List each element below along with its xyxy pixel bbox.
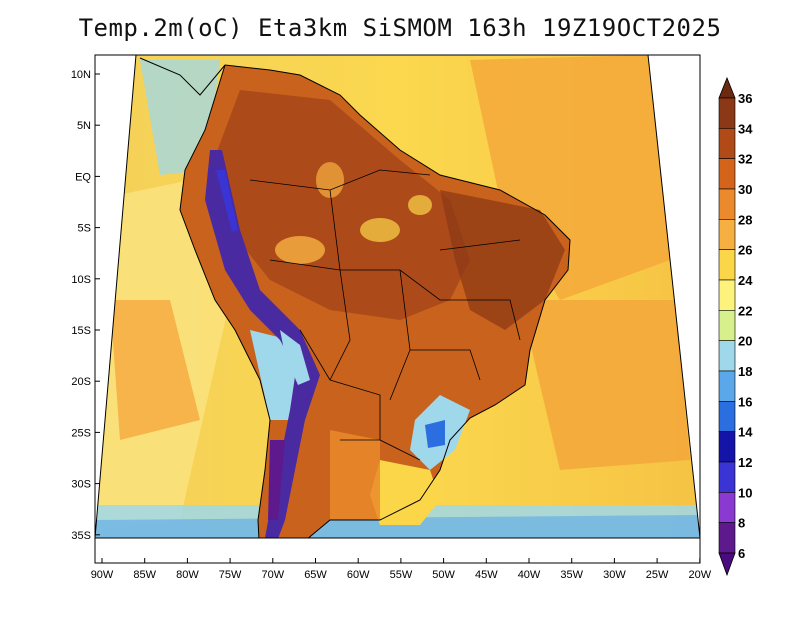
northeast-hot-zone — [440, 190, 565, 330]
colorbar-label: 18 — [738, 364, 752, 379]
colorbar-bottom-triangle — [718, 552, 736, 577]
colorbar-segment — [718, 522, 736, 554]
andes-detail-north — [216, 170, 238, 232]
lat-label: 15S — [71, 325, 91, 337]
colorbar-segment — [718, 492, 736, 523]
rio-grande-sul-warm — [370, 460, 440, 525]
country-borders — [249, 169, 521, 461]
lon-label: 20W — [688, 569, 711, 581]
colorbar-segment — [718, 219, 736, 250]
amazon-patch-4 — [408, 195, 432, 215]
coastline-west — [179, 64, 271, 538]
colorbar-label: 34 — [738, 121, 753, 136]
southern-brazil-cold-core — [425, 420, 445, 448]
argentina-warm — [330, 430, 380, 520]
colorbar-segment — [718, 370, 736, 402]
colorbar-label: 10 — [738, 485, 752, 500]
lon-label: 75W — [219, 569, 242, 581]
lon-label: 65W — [304, 569, 327, 581]
longitude-axis: 90W 85W 80W 75W 70W 65W 60W 55W 50W 45W 40W 35W 30W 2… — [91, 558, 712, 581]
lat-label: 30S — [71, 479, 91, 491]
colorbar-top-triangle — [718, 76, 736, 99]
colorbar-segment — [718, 401, 736, 432]
colorbar-label: 14 — [738, 425, 753, 440]
colorbar-segment — [718, 128, 736, 159]
colorbar-label: 22 — [738, 303, 752, 318]
colorbar-label: 26 — [738, 243, 752, 258]
lon-label: 35W — [560, 569, 583, 581]
latitude-axis: 10N 5N EQ 5S 10S 15S 20S 25S 30S 35S — [71, 69, 100, 542]
lat-label: EQ — [75, 171, 91, 183]
lon-label: 45W — [475, 569, 498, 581]
southern-colder-band — [95, 515, 700, 538]
colorbar-segment — [718, 188, 736, 220]
colorbar-label: 16 — [738, 394, 752, 409]
lat-label: 20S — [71, 376, 91, 388]
map-frame — [94, 54, 701, 564]
lon-label: 60W — [347, 569, 370, 581]
colorbar-segment — [718, 310, 736, 341]
lat-label: 25S — [71, 427, 91, 439]
lon-label: 85W — [133, 569, 156, 581]
andes-cold-strip — [205, 150, 320, 538]
andes-detail-center — [280, 330, 310, 385]
temperature-field — [95, 55, 700, 538]
colorbar-segment — [718, 279, 736, 311]
lon-label: 25W — [646, 569, 669, 581]
lon-label: 30W — [603, 569, 626, 581]
lon-label: 80W — [176, 569, 199, 581]
colorbar-label: 8 — [738, 516, 745, 531]
amazon-patch-1 — [275, 236, 325, 264]
amazon-hot-zone — [210, 90, 470, 320]
lat-label: 35S — [71, 530, 91, 542]
lon-label: 90W — [91, 569, 114, 581]
warm-atlantic — [470, 55, 670, 300]
colorbar-label: 6 — [738, 546, 745, 561]
lon-label: 50W — [432, 569, 455, 581]
lat-label: 5N — [77, 120, 91, 132]
lat-label: 10N — [71, 69, 91, 81]
coastline-east — [224, 64, 571, 538]
colorbar-label: 24 — [738, 273, 753, 288]
colorbar-label: 12 — [738, 455, 752, 470]
warm-south-atlantic — [520, 300, 690, 470]
colorbar-label: 28 — [738, 212, 752, 227]
lat-label: 10S — [71, 274, 91, 286]
colorbar-segment — [718, 97, 736, 129]
colorbar-label: 36 — [738, 91, 752, 106]
colorbar-label: 30 — [738, 182, 752, 197]
lon-label: 70W — [261, 569, 284, 581]
amazon-patch-2 — [360, 218, 400, 242]
colorbar-segment — [718, 249, 736, 281]
colorbar-segment — [718, 158, 736, 190]
pacific-warm-patch — [110, 300, 200, 440]
lon-label: 40W — [518, 569, 541, 581]
colorbar: 36 34 32 30 28 26 24 22 20 18 16 14 12 10 8 6 — [718, 76, 753, 577]
colorbar-label: 20 — [738, 334, 752, 349]
map-title: Temp.2m(oC) Eta3km SiSMOM 163h 19Z19OCT2… — [78, 14, 722, 42]
central-america-coast — [139, 57, 226, 96]
colorbar-segment — [718, 431, 736, 463]
lon-label: 55W — [390, 569, 413, 581]
colorbar-segment — [718, 461, 736, 493]
colorbar-label: 32 — [738, 152, 752, 167]
andes-detail-south — [268, 440, 285, 520]
colorbar-segment — [718, 340, 736, 372]
lat-label: 5S — [78, 223, 91, 235]
